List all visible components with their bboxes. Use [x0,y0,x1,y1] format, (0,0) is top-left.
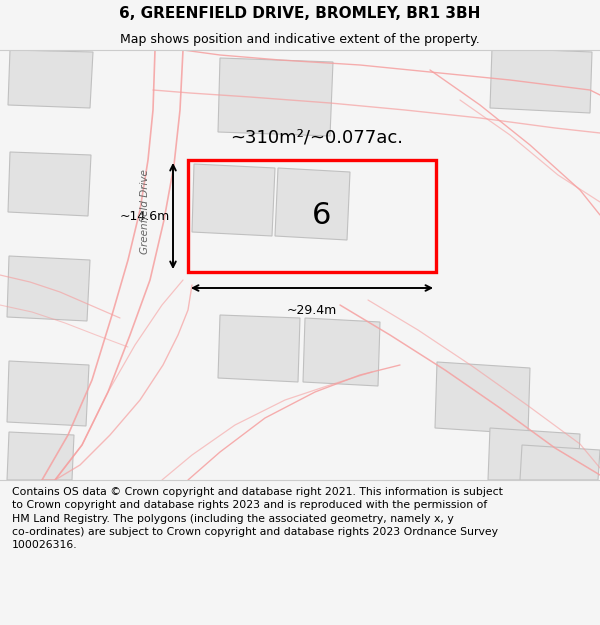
Polygon shape [8,50,93,108]
Polygon shape [490,48,592,113]
Polygon shape [488,428,580,480]
Polygon shape [7,256,90,321]
Polygon shape [275,168,350,240]
Polygon shape [520,445,600,480]
Text: ~29.4m: ~29.4m [287,304,337,317]
Polygon shape [303,318,380,386]
Polygon shape [8,152,91,216]
Polygon shape [7,432,74,480]
Polygon shape [218,58,333,136]
Text: ~310m²/~0.077ac.: ~310m²/~0.077ac. [230,129,403,147]
Text: Map shows position and indicative extent of the property.: Map shows position and indicative extent… [120,32,480,46]
Polygon shape [435,362,530,434]
Text: Greenfield Drive: Greenfield Drive [140,169,150,254]
Polygon shape [192,164,275,236]
Text: 6: 6 [313,201,332,231]
Text: ~14.6m: ~14.6m [120,209,170,222]
Text: Contains OS data © Crown copyright and database right 2021. This information is : Contains OS data © Crown copyright and d… [12,488,503,550]
Text: 6, GREENFIELD DRIVE, BROMLEY, BR1 3BH: 6, GREENFIELD DRIVE, BROMLEY, BR1 3BH [119,6,481,21]
Polygon shape [218,315,300,382]
Bar [188,160,436,272]
Polygon shape [7,361,89,426]
